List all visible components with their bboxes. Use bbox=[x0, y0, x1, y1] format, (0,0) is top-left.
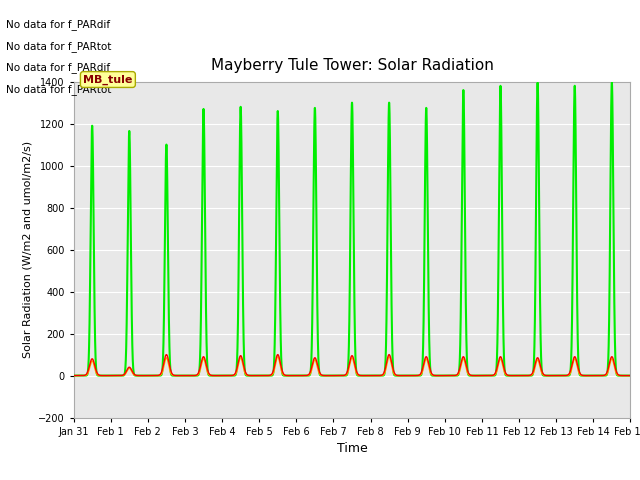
Text: No data for f_PARdif: No data for f_PARdif bbox=[6, 19, 111, 30]
Text: No data for f_PARtot: No data for f_PARtot bbox=[6, 84, 112, 95]
Text: MB_tule: MB_tule bbox=[83, 74, 132, 84]
Title: Mayberry Tule Tower: Solar Radiation: Mayberry Tule Tower: Solar Radiation bbox=[211, 59, 493, 73]
X-axis label: Time: Time bbox=[337, 442, 367, 455]
Y-axis label: Solar Radiation (W/m2 and umol/m2/s): Solar Radiation (W/m2 and umol/m2/s) bbox=[22, 141, 33, 358]
Text: No data for f_PARtot: No data for f_PARtot bbox=[6, 41, 112, 52]
Text: No data for f_PARdif: No data for f_PARdif bbox=[6, 62, 111, 73]
